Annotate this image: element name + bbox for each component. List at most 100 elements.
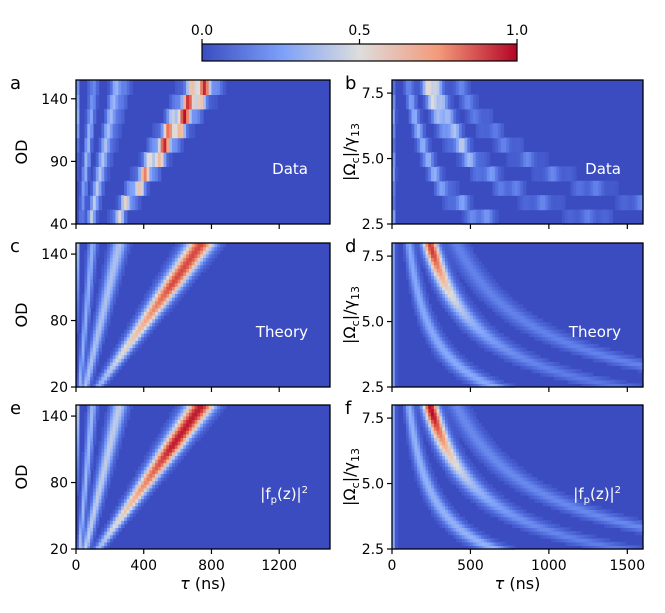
heatmap-cell (523, 358, 527, 363)
heatmap-cell (442, 257, 446, 262)
heatmap-cell (534, 531, 538, 536)
heatmap-cell (523, 509, 527, 514)
heatmap-cell (442, 279, 446, 284)
heatmap-cell (394, 451, 399, 456)
heatmap-cell (414, 300, 418, 305)
heatmap-cell (534, 336, 538, 341)
heatmap-cell (478, 379, 482, 384)
heatmap-cell (183, 405, 187, 410)
heatmap-cell (450, 123, 454, 139)
heatmap-cell (112, 354, 117, 359)
heatmap-cell (486, 340, 491, 345)
heatmap-cell (500, 307, 505, 312)
heatmap-cell (450, 311, 454, 316)
heatmap-cell (186, 94, 190, 110)
heatmap-cell (76, 441, 80, 446)
heatmap-cell (115, 448, 119, 453)
heatmap-cell (392, 477, 396, 482)
heatmap-cell (392, 516, 396, 521)
heatmap-cell (601, 180, 605, 196)
heatmap-cell (392, 315, 396, 320)
heatmap-cell (414, 246, 418, 251)
heatmap-cell (417, 261, 421, 266)
heatmap-cell (531, 523, 535, 528)
heatmap-cell (169, 152, 173, 167)
heatmap-cell (456, 286, 460, 291)
heatmap-cell (394, 304, 399, 309)
heatmap-cell (392, 297, 396, 302)
heatmap-cell (603, 520, 608, 525)
heatmap-cell (433, 491, 438, 496)
heatmap-cell (464, 297, 468, 302)
heatmap-cell (200, 253, 204, 258)
heatmap-cell (92, 505, 97, 510)
heatmap-cell (486, 495, 491, 500)
heatmap-cell (115, 354, 119, 359)
heatmap-cell (562, 209, 566, 225)
heatmap-cell (419, 261, 424, 266)
heatmap-cell (146, 329, 150, 334)
heatmap-cell (152, 466, 156, 471)
heatmap-cell (78, 509, 83, 514)
heatmap-cell (534, 195, 538, 211)
heatmap-cell (436, 322, 441, 327)
heatmap-cell (439, 520, 443, 525)
heatmap-cell (84, 289, 88, 294)
heatmap-cell (203, 415, 207, 420)
heatmap-cell (84, 469, 88, 474)
heatmap-cell (634, 383, 639, 388)
heatmap-cell (444, 250, 449, 255)
heatmap-cell (140, 466, 145, 471)
heatmap-cell (90, 495, 94, 500)
heatmap-cell (447, 473, 452, 478)
heatmap-cell (109, 80, 114, 95)
heatmap-cell (578, 180, 583, 196)
heatmap-cell (422, 455, 427, 460)
heatmap-cell (559, 195, 563, 211)
heatmap-cell (514, 300, 519, 305)
heatmap-cell (472, 437, 477, 442)
heatmap-cell (509, 322, 513, 327)
heatmap-cell (425, 152, 429, 167)
heatmap-cell (76, 307, 80, 312)
panel-letter: b (345, 73, 356, 94)
heatmap-cell (112, 243, 117, 248)
heatmap-cell (456, 459, 460, 464)
heatmap-cell (570, 336, 574, 341)
heatmap-cell (214, 412, 218, 417)
heatmap-cell (107, 437, 111, 442)
heatmap-cell (592, 343, 597, 348)
heatmap-cell (553, 495, 558, 500)
heatmap-cell (431, 264, 435, 269)
heatmap-cell (104, 480, 108, 485)
heatmap-cell (121, 358, 125, 363)
heatmap-cell (92, 372, 97, 377)
heatmap-cell (107, 311, 111, 316)
heatmap-cell (87, 455, 91, 460)
heatmap-cell (126, 180, 131, 196)
heatmap-cell (464, 307, 468, 312)
heatmap-cell (109, 372, 114, 377)
heatmap-cell (637, 358, 641, 363)
heatmap-cell (545, 329, 549, 334)
heatmap-cell (200, 433, 204, 438)
heatmap-cell (464, 243, 468, 248)
heatmap-cell (523, 152, 527, 167)
heatmap-cell (104, 361, 108, 366)
heatmap-cell (433, 333, 438, 338)
heatmap-cell (531, 487, 535, 492)
heatmap-cell (405, 250, 410, 255)
heatmap-cell (545, 166, 549, 182)
heatmap-cell (598, 379, 602, 384)
heatmap-cell (171, 268, 176, 273)
heatmap-cell (481, 538, 485, 543)
heatmap-cell (550, 523, 555, 528)
heatmap-cell (92, 311, 97, 316)
heatmap-cell (191, 257, 196, 262)
heatmap-cell (392, 455, 396, 460)
heatmap-cell (453, 297, 457, 302)
heatmap-cell (447, 243, 452, 248)
heatmap-cell (174, 94, 179, 110)
heatmap-cell (467, 531, 471, 536)
heatmap-cell (509, 466, 513, 471)
